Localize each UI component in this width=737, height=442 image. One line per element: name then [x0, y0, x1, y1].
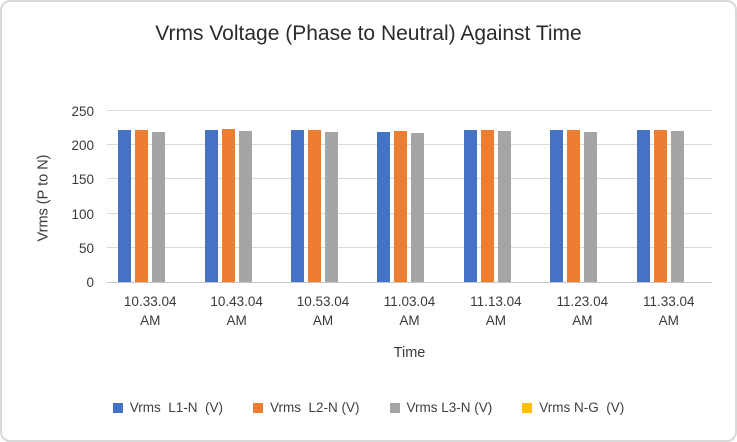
legend-marker-icon	[252, 402, 263, 413]
bar-vrms-l2-n-(v)	[480, 129, 494, 282]
bar-group-5	[453, 112, 539, 282]
bar-vrms-l2-n-(v)	[653, 129, 667, 282]
gridline-100	[107, 212, 712, 214]
plot-area	[107, 110, 712, 283]
x-tick-label-5: 11.13.04 AM	[453, 292, 539, 330]
bar-group-4	[366, 112, 452, 282]
legend-label: Vrms N-G (V)	[539, 400, 625, 415]
legend-marker-icon	[522, 402, 533, 413]
y-tick-label-150: 150	[71, 172, 94, 188]
bar-vrms-l1-n-(v)	[377, 131, 391, 282]
y-tick-label-200: 200	[71, 138, 94, 154]
bar-vrms-l1-n-(v)	[118, 130, 132, 282]
x-tick-label-3: 10.53.04 AM	[280, 292, 366, 330]
bar-vrms-l3-n-(v)	[497, 131, 511, 282]
bar-group-1	[107, 112, 193, 282]
x-tick-label-text: 11.23.04 AM	[556, 294, 609, 328]
bar-vrms-l1-n-(v)	[550, 130, 564, 282]
x-tick-label-text: 10.43.04 AM	[210, 294, 263, 328]
x-tick-label-6: 11.23.04 AM	[539, 292, 625, 330]
legend-label: Vrms L2-N (V)	[269, 400, 360, 415]
bar-group-3	[280, 112, 366, 282]
y-tick-label-0: 0	[86, 275, 94, 290]
bar-vrms-l2-n-(v)	[308, 129, 322, 282]
bar-vrms-l3-n-(v)	[670, 131, 684, 282]
chart-title: Vrms Voltage (Phase to Neutral) Against …	[155, 22, 582, 45]
legend-label: Vrms L3-N (V)	[406, 400, 493, 415]
legend-marker-icon	[112, 402, 123, 413]
gridline-250	[107, 110, 712, 111]
y-tick-label-250: 250	[71, 104, 94, 119]
x-tick-label-text: 10.33.04 AM	[123, 294, 177, 328]
x-tick-label-text: 10.53.04 AM	[296, 294, 350, 328]
x-tick-label-4: 11.03.04 AM	[366, 292, 452, 330]
x-tick-label-text: 11.13.04 AM	[470, 294, 522, 328]
gridline-200	[107, 144, 712, 146]
legend-item-vrms-l1-n-(v): Vrms L1-N (V)	[112, 400, 223, 415]
bar-vrms-l3-n-(v)	[411, 133, 425, 282]
bar-group-7	[626, 112, 712, 282]
bar-vrms-l3-n-(v)	[584, 131, 598, 282]
legend-item-vrms-n-g-(v): Vrms N-G (V)	[522, 400, 624, 415]
x-tick-label-1: 10.33.04 AM	[107, 292, 193, 330]
bar-vrms-l1-n-(v)	[463, 129, 477, 282]
bar-vrms-l2-n-(v)	[221, 129, 235, 282]
bar-group-2	[193, 112, 279, 282]
bar-group-6	[539, 112, 625, 282]
bar-vrms-l1-n-(v)	[291, 130, 305, 282]
y-axis-ticks: 0 50 100 150 200 250	[2, 104, 94, 290]
x-tick-label-2: 10.43.04 AM	[193, 292, 279, 330]
x-tick-label-text: 11.33.04 AM	[642, 294, 695, 328]
legend-item-vrms-l2-n-(v): Vrms L2-N (V)	[252, 400, 360, 415]
bar-vrms-l3-n-(v)	[325, 131, 339, 282]
bar-vrms-l1-n-(v)	[636, 130, 650, 282]
legend-marker-icon	[389, 402, 400, 413]
y-tick-label-100: 100	[71, 206, 94, 222]
bar-groups	[107, 112, 712, 282]
x-axis-title: Time	[393, 345, 426, 361]
x-tick-label-7: 11.33.04 AM	[626, 292, 712, 330]
gridline-150	[107, 178, 712, 180]
legend-item-vrms-l3-n-(v): Vrms L3-N (V)	[389, 400, 493, 415]
bar-vrms-l3-n-(v)	[152, 131, 166, 282]
legend: Vrms L1-N (V) Vrms L2-N (V) Vrms L3-N (V) V…	[2, 400, 735, 415]
bar-vrms-l2-n-(v)	[394, 131, 408, 282]
gridline-50	[107, 246, 712, 248]
x-tick-label-text: 11.03.04 AM	[383, 294, 436, 328]
x-axis-ticks: 10.33.04 AM 10.43.04 AM 10.53.04 AM 11.03.0…	[107, 292, 712, 330]
y-tick-label-50: 50	[78, 240, 94, 256]
legend-label: Vrms L1-N (V)	[129, 400, 223, 415]
bar-vrms-l2-n-(v)	[135, 129, 149, 282]
bar-vrms-l1-n-(v)	[204, 129, 218, 282]
bar-vrms-l3-n-(v)	[238, 131, 252, 282]
bar-vrms-l2-n-(v)	[567, 129, 581, 282]
